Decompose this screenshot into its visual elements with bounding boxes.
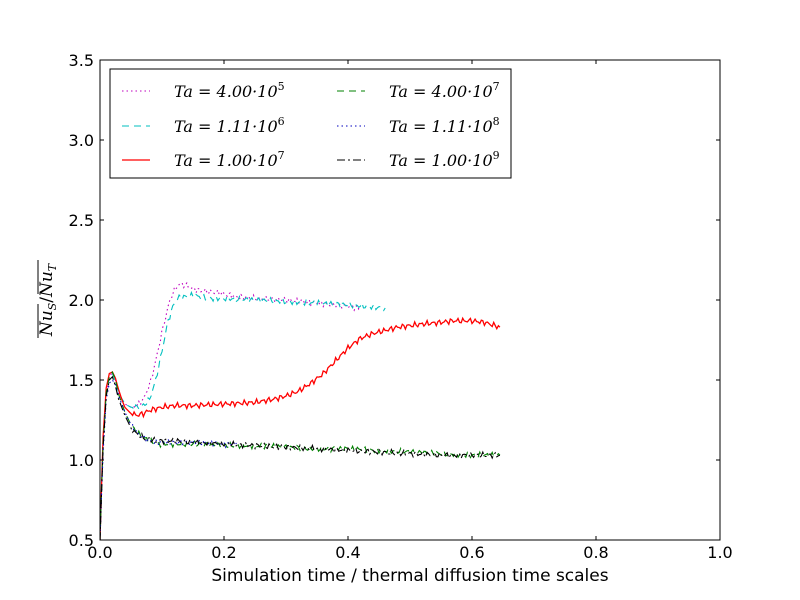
legend-label: Ta = 4.00·107: [389, 80, 500, 101]
y-tick-label: 3.5: [69, 51, 94, 70]
x-tick-label: 0.8: [583, 543, 608, 562]
x-axis-label: Simulation time / thermal diffusion time…: [211, 566, 608, 586]
y-label-den: Nu: [37, 271, 57, 298]
legend-label-exp: 8: [493, 115, 500, 128]
x-tick-label: 1.0: [707, 543, 732, 562]
legend-label-exp: 9: [493, 149, 500, 162]
x-tick-label: 0.2: [211, 543, 236, 562]
series-line: [100, 290, 386, 540]
legend-label: Ta = 1.11·106: [174, 115, 285, 136]
series-line: [100, 375, 501, 540]
legend-label-exp: 5: [278, 80, 285, 93]
legend-label: Ta = 1.00·107: [174, 149, 285, 170]
y-tick-label: 0.5: [69, 531, 94, 550]
plot-frame: [99, 59, 721, 541]
x-tick-label: 0.4: [335, 543, 360, 562]
legend-label-main: Ta = 4.00·10: [174, 82, 278, 101]
legend-label: Ta = 1.11·108: [389, 115, 500, 136]
legend-label-main: Ta = 1.11·10: [389, 117, 493, 136]
legend-label-exp: 7: [278, 149, 285, 162]
x-tick-label: 0.6: [459, 543, 484, 562]
y-tick-label: 1.5: [69, 371, 94, 390]
legend-label: Ta = 1.00·109: [389, 149, 500, 170]
y-tick-label: 1.0: [69, 451, 94, 470]
ticks-layer: 0.0 0.2 0.4 0.6 0.8 1.0 0.5 1.0 1.5 2.0 2.5 3.0 3.5: [69, 51, 733, 562]
y-label-num-sub: S: [46, 302, 59, 310]
x-tick-label: 0.0: [87, 543, 112, 562]
series-line: [100, 379, 237, 540]
legend-label-main: Ta = 1.00·10: [389, 151, 493, 170]
y-label-num: Nu: [37, 310, 57, 337]
legend-label-main: Ta = 1.00·10: [174, 151, 278, 170]
y-tick-label: 2.0: [69, 291, 94, 310]
legend-label-main: Ta = 1.11·10: [174, 117, 278, 136]
legend-box: [109, 68, 512, 179]
svg-text:NuS/NuT: NuS/NuT: [37, 262, 59, 337]
y-label-sep: /: [37, 297, 57, 303]
y-axis-label: NuS/NuT: [37, 260, 59, 338]
series-layer: [100, 281, 501, 540]
legend-label-exp: 7: [493, 80, 500, 93]
y-label-den-sub: T: [46, 262, 59, 271]
legend-label-exp: 6: [278, 115, 285, 128]
y-tick-label: 2.5: [69, 211, 94, 230]
legend-label: Ta = 4.00·105: [174, 80, 285, 101]
y-tick-label: 3.0: [69, 131, 94, 150]
legend-label-main: Ta = 4.00·10: [389, 82, 493, 101]
series-line: [100, 316, 501, 540]
